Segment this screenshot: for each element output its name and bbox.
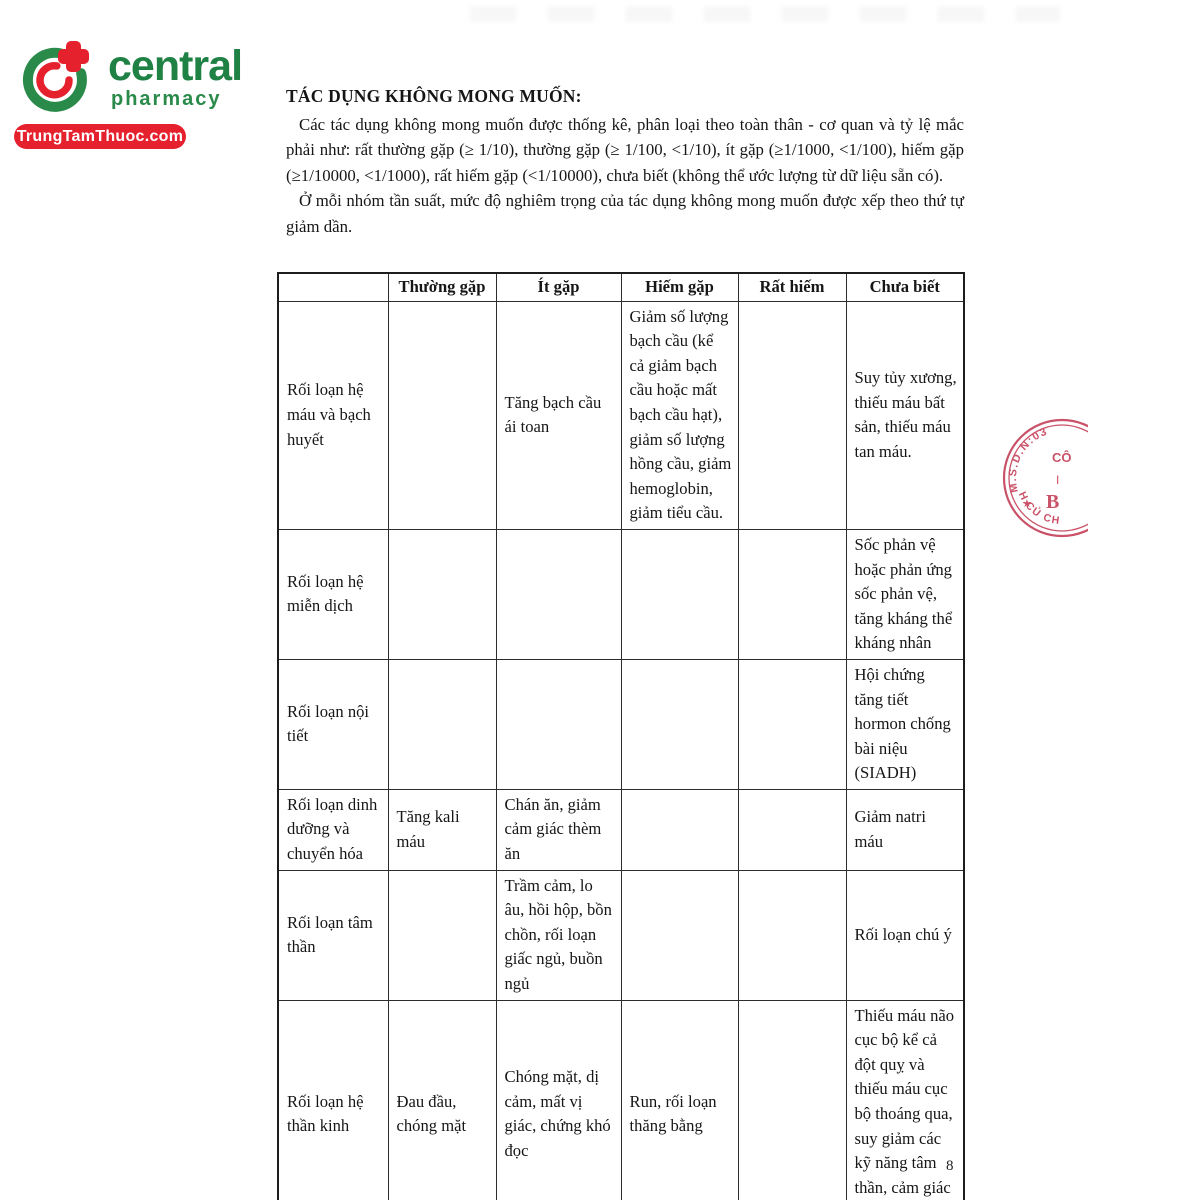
logo-website-badge: TrungTamThuoc.com (14, 124, 186, 149)
table-cell: Thiếu máu não cục bộ kể cả đột quỵ và th… (845, 999, 965, 1200)
red-circular-stamp: M.S.D.N:03 H.CỦ CH CÔ I B ★ (976, 410, 1088, 550)
svg-text:I: I (1056, 473, 1059, 487)
scan-artifact (470, 6, 1060, 22)
table-cell: Tăng bạch cầu ái toan (495, 300, 622, 530)
central-pharmacy-icon (14, 38, 100, 118)
table-row: Rối loạn hệ miễn dịch Sốc phản vệ hoặc p… (277, 528, 965, 660)
paragraph-severity-order: Ở mỗi nhóm tần suất, mức độ nghiêm trọng… (286, 191, 964, 236)
row-category: Rối loạn dinh dưỡng và chuyển hóa (277, 788, 389, 871)
table-cell (495, 528, 622, 660)
adverse-reactions-table: Thường gặp Ít gặp Hiếm gặp Rất hiếm Chưa… (277, 272, 965, 1200)
table-cell (620, 658, 739, 790)
logo-brand-text: central (108, 42, 243, 90)
table-cell (737, 300, 847, 530)
table-cell (620, 788, 739, 871)
logo-sub-text: pharmacy (111, 88, 222, 110)
table-cell (737, 869, 847, 1001)
row-category: Rối loạn hệ máu và bạch huyết (277, 300, 389, 530)
row-category: Rối loạn nội tiết (277, 658, 389, 790)
section-heading: TÁC DỤNG KHÔNG MONG MUỐN: (286, 86, 582, 106)
row-category: Rối loạn tâm thần (277, 869, 389, 1001)
table-cell (387, 869, 497, 1001)
header-chua-biet: Chưa biết (845, 272, 965, 302)
table-cell (737, 528, 847, 660)
stamp-inner-text-2: B (1046, 491, 1059, 513)
central-pharmacy-logo: central pharmacy TrungTamThuoc.com (14, 38, 244, 149)
row-category: Rối loạn hệ miễn dịch (277, 528, 389, 660)
table-row: Rối loạn tâm thần Trầm cảm, lo âu, hồi h… (277, 869, 965, 1001)
table-row: Rối loạn dinh dưỡng và chuyển hóa Tăng k… (277, 788, 965, 871)
table-cell (737, 999, 847, 1200)
header-empty (277, 272, 389, 302)
table-cell (737, 788, 847, 871)
header-it-gap: Ít gặp (495, 272, 622, 302)
table-row: Rối loạn nội tiết Hội chứng tăng tiết ho… (277, 658, 965, 790)
table-cell: Sốc phản vệ hoặc phản ứng sốc phản vệ, t… (845, 528, 965, 660)
table-cell (387, 528, 497, 660)
page-number: 8 (946, 1158, 954, 1174)
svg-text:H.CỦ CH: H.CỦ CH (1016, 490, 1062, 527)
table-cell: Rối loạn chú ý (845, 869, 965, 1001)
header-rat-hiem: Rất hiếm (737, 272, 847, 302)
svg-text:★: ★ (1022, 498, 1032, 510)
table-row: Rối loạn hệ máu và bạch huyết Tăng bạch … (277, 300, 965, 530)
table-cell: Chóng mặt, dị cảm, mất vị giác, chứng kh… (495, 999, 622, 1200)
paragraph-frequency-definitions: Các tác dụng không mong muốn được thống … (286, 115, 964, 185)
table-cell (387, 658, 497, 790)
table-cell: Đau đầu, chóng mặt (387, 999, 497, 1200)
table-cell: Giảm số lượng bạch cầu (kể cả giảm bạch … (620, 300, 739, 530)
header-hiem-gap: Hiếm gặp (620, 272, 739, 302)
table-cell (620, 869, 739, 1001)
document-body: TÁC DỤNG KHÔNG MONG MUỐN: Các tác dụng k… (286, 86, 964, 239)
table-row: Rối loạn hệ thần kinh Đau đầu, chóng mặt… (277, 999, 965, 1200)
table-cell: Suy tủy xương, thiếu máu bất sản, thiếu … (845, 300, 965, 530)
table-cell (387, 300, 497, 530)
table-cell: Hội chứng tăng tiết hormon chống bài niệ… (845, 658, 965, 790)
svg-text:M.S.D.N:03: M.S.D.N:03 (1007, 425, 1050, 493)
row-category: Rối loạn hệ thần kinh (277, 999, 389, 1200)
table-cell: Giảm natri máu (845, 788, 965, 871)
header-thuong-gap: Thường gặp (387, 272, 497, 302)
table-cell: Chán ăn, giảm cảm giác thèm ăn (495, 788, 622, 871)
table-cell: Run, rối loạn thăng bằng (620, 999, 739, 1200)
table-cell: Tăng kali máu (387, 788, 497, 871)
table-cell (737, 658, 847, 790)
table-header-row: Thường gặp Ít gặp Hiếm gặp Rất hiếm Chưa… (277, 272, 965, 302)
table-cell: Trầm cảm, lo âu, hồi hộp, bồn chồn, rối … (495, 869, 622, 1001)
stamp-inner-text-1: CÔ (1052, 450, 1072, 465)
table-cell (620, 528, 739, 660)
table-cell (495, 658, 622, 790)
